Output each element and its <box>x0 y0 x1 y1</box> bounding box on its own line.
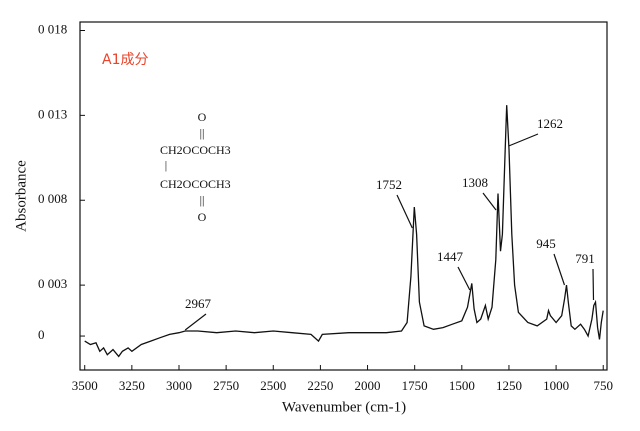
x-tick-label: 3000 <box>166 378 192 393</box>
y-axis-label: Absorbance <box>13 160 29 232</box>
peak-label: 945 <box>536 236 556 251</box>
x-tick-label: 1000 <box>543 378 569 393</box>
peak-leader <box>458 267 470 290</box>
peak-label: 1308 <box>462 175 488 190</box>
structure-text: O <box>198 210 207 224</box>
peak-label: 1262 <box>537 116 563 131</box>
peak-leader <box>397 195 412 228</box>
x-tick-label: 1500 <box>449 378 475 393</box>
peak-leader <box>185 314 206 330</box>
peak-label: 2967 <box>185 296 212 311</box>
sample-label: A1成分 <box>102 52 148 68</box>
peak-label: 1447 <box>437 249 464 264</box>
y-tick-label: 0 <box>38 327 45 342</box>
structure-text: CH2OCOCH3 <box>160 143 231 157</box>
x-axis-label: Wavenumber (cm-1) <box>282 399 406 415</box>
y-tick-label: 0 008 <box>38 191 67 206</box>
x-tick-label: 1750 <box>402 378 428 393</box>
y-tick-label: 0 003 <box>38 276 67 291</box>
x-tick-label: 2250 <box>307 378 333 393</box>
y-tick-label: 0 018 <box>38 21 67 36</box>
peak-label: 791 <box>575 251 595 266</box>
peak-leader <box>509 134 538 146</box>
structure-text: CH2OCOCH3 <box>160 177 231 191</box>
structure-text: || <box>200 193 205 207</box>
x-tick-label: 1250 <box>496 378 522 393</box>
x-tick-label: 750 <box>593 378 613 393</box>
peak-label: 1752 <box>376 177 402 192</box>
peak-leader <box>483 193 496 210</box>
y-tick-label: 0 013 <box>38 106 67 121</box>
x-tick-label: 2750 <box>213 378 239 393</box>
structure-text: O <box>198 110 207 124</box>
plot-frame <box>80 22 607 370</box>
x-tick-label: 2500 <box>260 378 286 393</box>
x-tick-label: 3500 <box>72 378 98 393</box>
structure-text: | <box>165 158 167 172</box>
peak-leader <box>554 254 564 285</box>
x-tick-label: 2000 <box>355 378 381 393</box>
structure-text: || <box>200 126 205 140</box>
x-tick-label: 3250 <box>119 378 145 393</box>
